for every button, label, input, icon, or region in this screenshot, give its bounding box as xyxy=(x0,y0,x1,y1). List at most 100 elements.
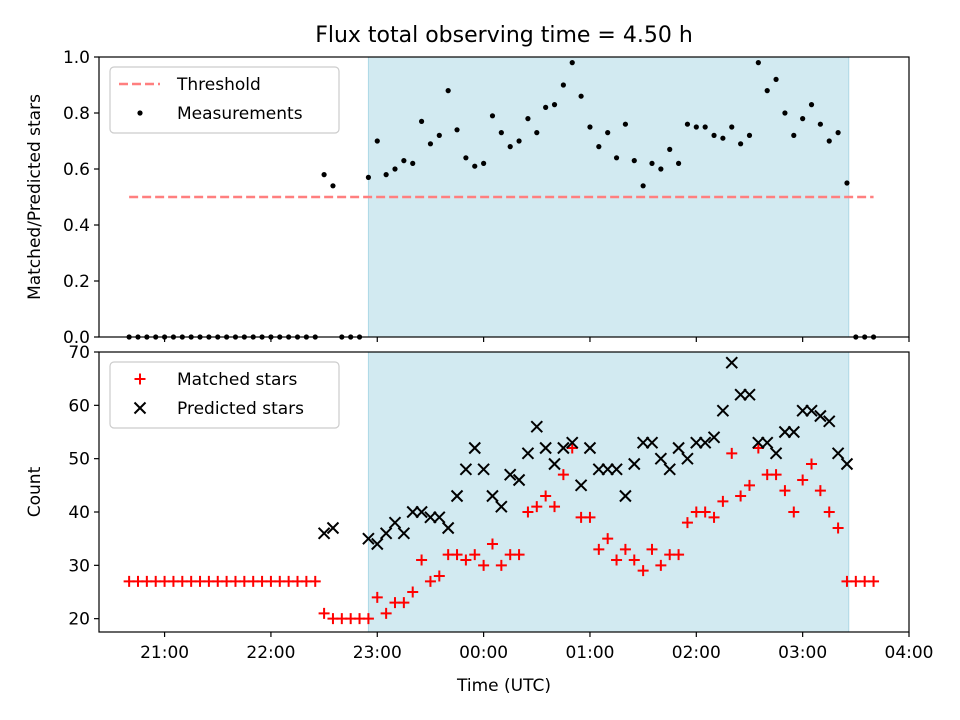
measurement-point xyxy=(374,138,380,144)
measurement-point xyxy=(711,132,717,138)
matched-star-point xyxy=(655,559,667,571)
matched-star-point xyxy=(416,554,428,566)
measurement-point xyxy=(587,124,593,130)
measurement-point xyxy=(410,160,416,166)
predicted-star-point xyxy=(459,463,473,476)
predicted-star-point xyxy=(512,473,526,487)
chart-title: Flux total observing time = 4.50 h xyxy=(315,23,693,48)
measurement-point xyxy=(702,124,708,130)
matched-star-point xyxy=(717,495,729,507)
measurement-point xyxy=(764,88,770,94)
measurement-point xyxy=(835,130,841,136)
predicted-star-point xyxy=(690,436,703,449)
matched-star-point xyxy=(584,511,596,523)
matched-star-point xyxy=(371,591,383,603)
measurement-point xyxy=(782,110,788,116)
y-axis-label: Matched/Predicted stars xyxy=(25,94,45,300)
measurement-point xyxy=(401,158,407,164)
measurement-point xyxy=(463,155,469,161)
predicted-star-point xyxy=(752,436,765,449)
y-tick-label: 1.0 xyxy=(63,48,90,68)
matched-star-point xyxy=(673,549,685,561)
legend-label: Predicted stars xyxy=(177,399,304,419)
legend-predicted-handle xyxy=(133,401,147,415)
observing-band xyxy=(367,56,850,338)
measurement-point xyxy=(578,93,584,99)
observing-band xyxy=(367,351,850,633)
legend-label: Threshold xyxy=(176,75,261,95)
measurement-point xyxy=(560,82,566,88)
predicted-star-point xyxy=(831,447,845,460)
y-tick-label: 0.0 xyxy=(63,328,90,348)
measurement-point xyxy=(631,158,637,164)
predicted-star-point xyxy=(592,463,606,476)
measurement-point xyxy=(613,155,620,161)
measurement-point xyxy=(675,160,682,166)
matched-star-point xyxy=(540,490,552,502)
matched-star-point xyxy=(814,485,826,497)
matched-star-point xyxy=(557,469,569,481)
matched-star-point xyxy=(699,506,711,518)
matched-star-point xyxy=(549,501,561,513)
predicted-star-point xyxy=(681,452,694,465)
matched-star-point xyxy=(513,549,525,561)
predicted-star-point xyxy=(796,404,809,417)
x-tick-label: 03:00 xyxy=(778,643,827,663)
x-tick-label: 23:00 xyxy=(353,643,402,663)
predicted-star-point xyxy=(424,511,437,524)
predicted-star-point xyxy=(388,516,402,529)
y-tick-label: 0.2 xyxy=(63,272,90,292)
measurement-point xyxy=(596,144,602,150)
predicted-star-point xyxy=(619,489,632,503)
predicted-star-point xyxy=(823,415,836,428)
predicted-star-point xyxy=(610,463,623,476)
matched-star-point xyxy=(806,458,818,470)
measurement-point xyxy=(569,60,575,66)
predicted-star-point xyxy=(805,404,818,417)
predicted-star-point xyxy=(566,436,579,449)
x-axis-label: Time (UTC) xyxy=(456,676,551,696)
matched-star-point xyxy=(832,522,844,534)
predicted-star-point xyxy=(495,500,508,513)
matched-star-point xyxy=(309,575,321,587)
predicted-star-point xyxy=(654,452,668,465)
legend-label: Measurements xyxy=(177,104,303,124)
y-tick-label: 40 xyxy=(68,503,90,523)
measurement-point xyxy=(649,160,655,166)
predicted-star-point xyxy=(672,441,685,455)
measurement-point xyxy=(365,174,372,180)
matched-star-point xyxy=(407,586,419,598)
matched-star-point xyxy=(770,469,782,481)
x-tick-label: 21:00 xyxy=(140,643,189,663)
matched-star-point xyxy=(522,506,534,518)
measurement-point xyxy=(543,104,549,110)
measurement-point xyxy=(525,116,531,122)
predicted-star-point xyxy=(326,521,340,535)
measurement-point xyxy=(622,121,629,127)
matched-star-point xyxy=(797,474,809,486)
matched-star-point xyxy=(868,575,880,587)
y-tick-label: 20 xyxy=(68,610,90,630)
y-tick-label: 60 xyxy=(68,396,90,416)
y-tick-label: 70 xyxy=(68,343,90,363)
predicted-star-point xyxy=(477,463,490,476)
predicted-star-point xyxy=(583,441,597,455)
measurement-point xyxy=(755,60,761,66)
measurement-point xyxy=(436,132,442,138)
measurement-point xyxy=(427,141,434,147)
measurement-point xyxy=(800,116,806,122)
predicted-star-point xyxy=(601,463,614,476)
legend-measurement-handle xyxy=(137,110,143,116)
matched-star-point xyxy=(779,485,791,497)
measurement-point xyxy=(472,163,478,169)
predicted-star-point xyxy=(521,447,535,460)
predicted-star-point xyxy=(716,404,730,417)
predicted-star-point xyxy=(371,537,384,551)
measurement-point xyxy=(844,180,850,186)
matched-star-point xyxy=(362,613,374,625)
measurement-point xyxy=(658,166,664,172)
measurement-point xyxy=(667,146,673,152)
matched-star-point xyxy=(619,543,631,555)
measurement-point xyxy=(551,102,558,108)
y-tick-label: 0.4 xyxy=(63,216,90,236)
